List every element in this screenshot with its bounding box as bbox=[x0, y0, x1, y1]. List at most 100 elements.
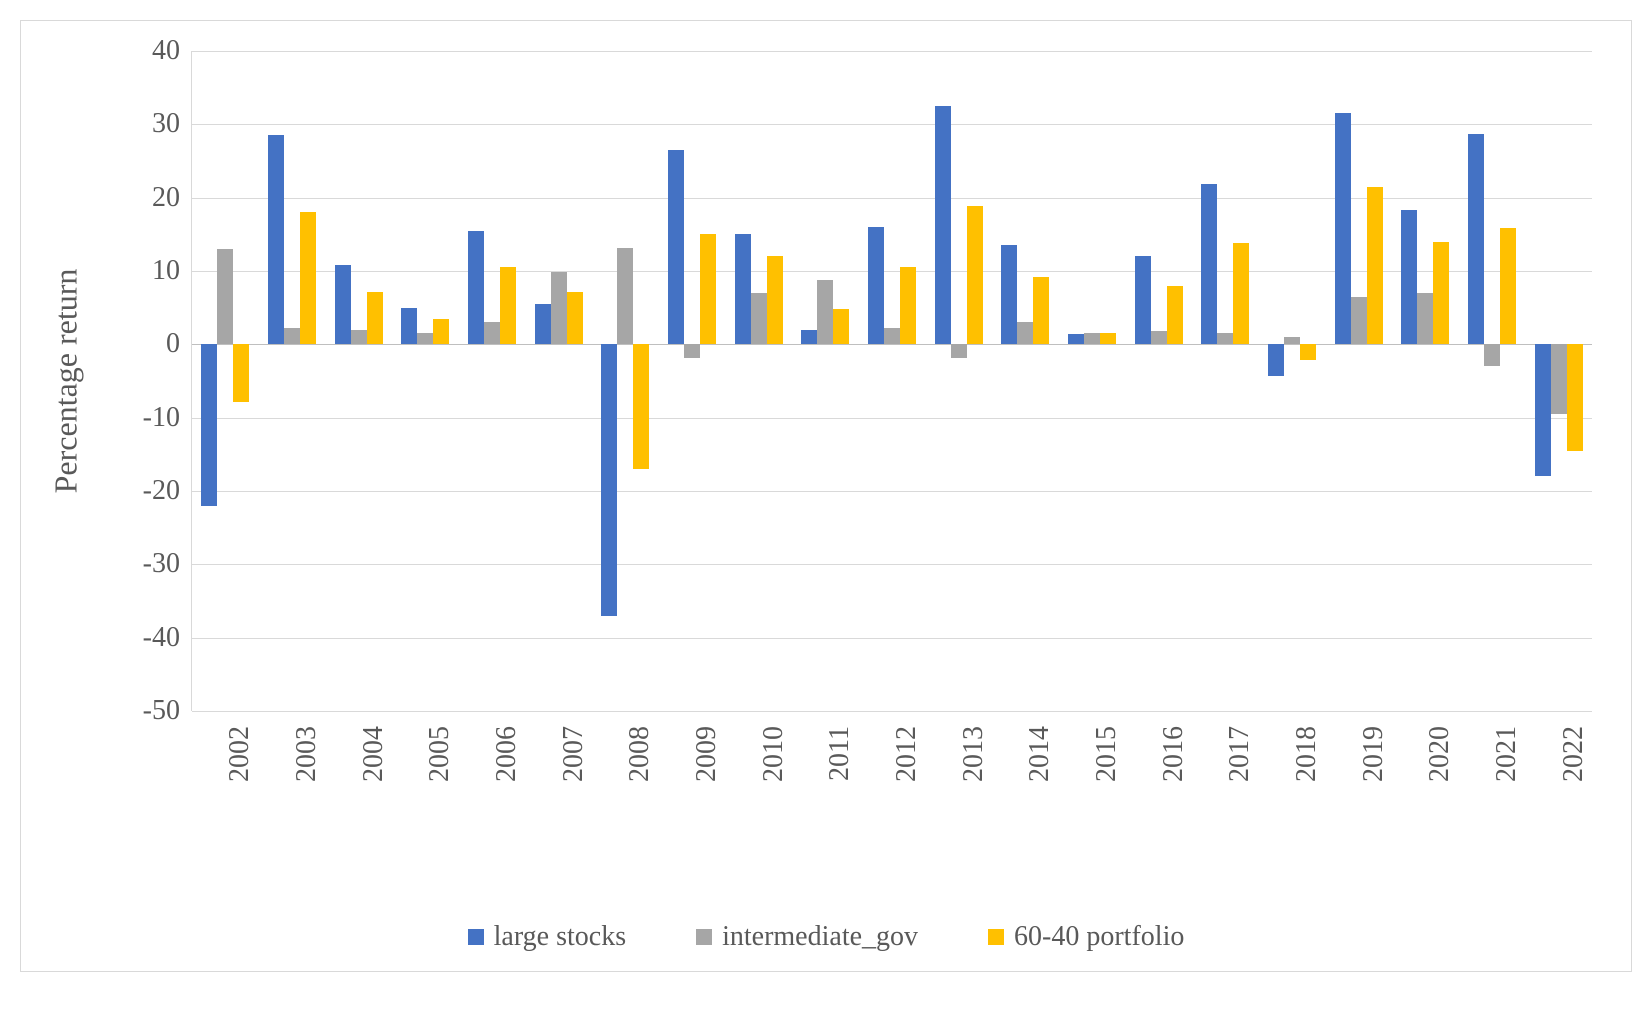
x-tick-label: 2017 bbox=[1224, 726, 1256, 782]
bar bbox=[233, 344, 249, 401]
x-tick-label: 2019 bbox=[1358, 726, 1390, 782]
x-tick-label: 2007 bbox=[558, 726, 590, 782]
x-tick-label: 2005 bbox=[424, 726, 456, 782]
x-tick-label: 2020 bbox=[1424, 726, 1456, 782]
chart-container: Percentage return -50-40-30-20-100102030… bbox=[20, 20, 1632, 972]
y-tick-label: -50 bbox=[143, 695, 180, 727]
x-tick-label: 2003 bbox=[291, 726, 323, 782]
bar bbox=[767, 256, 783, 344]
bar bbox=[351, 330, 367, 345]
bar bbox=[1001, 245, 1017, 344]
bar bbox=[551, 272, 567, 344]
bar bbox=[735, 234, 751, 344]
y-tick-label: -30 bbox=[143, 548, 180, 580]
bar bbox=[284, 328, 300, 344]
bar bbox=[1084, 333, 1100, 344]
bar bbox=[1484, 344, 1500, 366]
plot-area: -50-40-30-20-10010203040 bbox=[191, 51, 1592, 711]
legend-item: intermediate_gov bbox=[696, 921, 918, 953]
bar bbox=[500, 267, 516, 344]
bar bbox=[1367, 187, 1383, 345]
x-tick-label: 2021 bbox=[1491, 726, 1523, 782]
legend-swatch bbox=[468, 929, 484, 945]
x-tick-label: 2004 bbox=[358, 726, 390, 782]
bar bbox=[1551, 344, 1567, 414]
legend-item: 60-40 portfolio bbox=[988, 921, 1184, 953]
legend-swatch bbox=[988, 929, 1004, 945]
bar bbox=[1500, 228, 1516, 344]
bar bbox=[484, 322, 500, 344]
x-tick-label: 2002 bbox=[224, 726, 256, 782]
bar bbox=[567, 292, 583, 345]
y-tick-label: -10 bbox=[143, 402, 180, 434]
bar bbox=[1351, 297, 1367, 345]
bar bbox=[1468, 134, 1484, 344]
bar bbox=[668, 150, 684, 344]
y-axis-title: Percentage return bbox=[48, 269, 85, 494]
y-tick-label: -20 bbox=[143, 475, 180, 507]
x-tick-label: 2014 bbox=[1024, 726, 1056, 782]
x-tick-label: 2018 bbox=[1291, 726, 1323, 782]
bar bbox=[417, 333, 433, 344]
x-tick-label: 2015 bbox=[1091, 726, 1123, 782]
bar bbox=[367, 292, 383, 345]
bar bbox=[1433, 242, 1449, 345]
bar bbox=[1335, 113, 1351, 344]
bar bbox=[1068, 334, 1084, 344]
legend-label: large stocks bbox=[494, 921, 626, 953]
bar bbox=[1151, 331, 1167, 344]
bar bbox=[300, 212, 316, 344]
legend-swatch bbox=[696, 929, 712, 945]
legend-label: 60-40 portfolio bbox=[1014, 921, 1184, 953]
legend-item: large stocks bbox=[468, 921, 626, 953]
bar bbox=[684, 344, 700, 357]
x-tick-label: 2016 bbox=[1158, 726, 1190, 782]
x-tick-label: 2012 bbox=[891, 726, 923, 782]
gridline bbox=[192, 711, 1592, 712]
bar bbox=[1100, 333, 1116, 344]
y-tick-label: -40 bbox=[143, 622, 180, 654]
bar bbox=[1167, 286, 1183, 345]
bar bbox=[535, 304, 551, 344]
bar bbox=[401, 308, 417, 345]
legend: large stocks intermediate_gov 60-40 portfo… bbox=[21, 921, 1631, 953]
bar bbox=[1401, 210, 1417, 344]
x-tick-label: 2009 bbox=[691, 726, 723, 782]
y-tick-label: 20 bbox=[152, 182, 180, 214]
bar bbox=[751, 293, 767, 344]
x-axis-labels: 2002200320042005200620072008200920102011… bbox=[191, 726, 1591, 896]
bar bbox=[967, 206, 983, 344]
bar bbox=[268, 135, 284, 344]
bar bbox=[1535, 344, 1551, 476]
bar bbox=[433, 319, 449, 345]
y-tick-label: 30 bbox=[152, 108, 180, 140]
legend-label: intermediate_gov bbox=[722, 921, 918, 953]
bar bbox=[633, 344, 649, 469]
bar bbox=[1135, 256, 1151, 344]
bar bbox=[335, 265, 351, 344]
bar bbox=[1417, 293, 1433, 344]
bar bbox=[900, 267, 916, 344]
bar bbox=[700, 234, 716, 344]
x-tick-label: 2022 bbox=[1558, 726, 1590, 782]
bar bbox=[951, 344, 967, 357]
bar bbox=[801, 330, 817, 345]
bar bbox=[1033, 277, 1049, 344]
bar bbox=[1284, 337, 1300, 344]
bar bbox=[1300, 344, 1316, 360]
x-tick-label: 2010 bbox=[758, 726, 790, 782]
y-tick-label: 40 bbox=[152, 35, 180, 67]
bar bbox=[1017, 322, 1033, 344]
bar bbox=[201, 344, 217, 505]
bar bbox=[601, 344, 617, 615]
x-tick-label: 2006 bbox=[491, 726, 523, 782]
bar bbox=[1233, 243, 1249, 344]
bar bbox=[1268, 344, 1284, 376]
bar bbox=[617, 248, 633, 345]
bar bbox=[817, 280, 833, 345]
bar bbox=[833, 309, 849, 344]
bar bbox=[868, 227, 884, 344]
bar bbox=[217, 249, 233, 344]
bar bbox=[935, 106, 951, 344]
bar bbox=[468, 231, 484, 345]
